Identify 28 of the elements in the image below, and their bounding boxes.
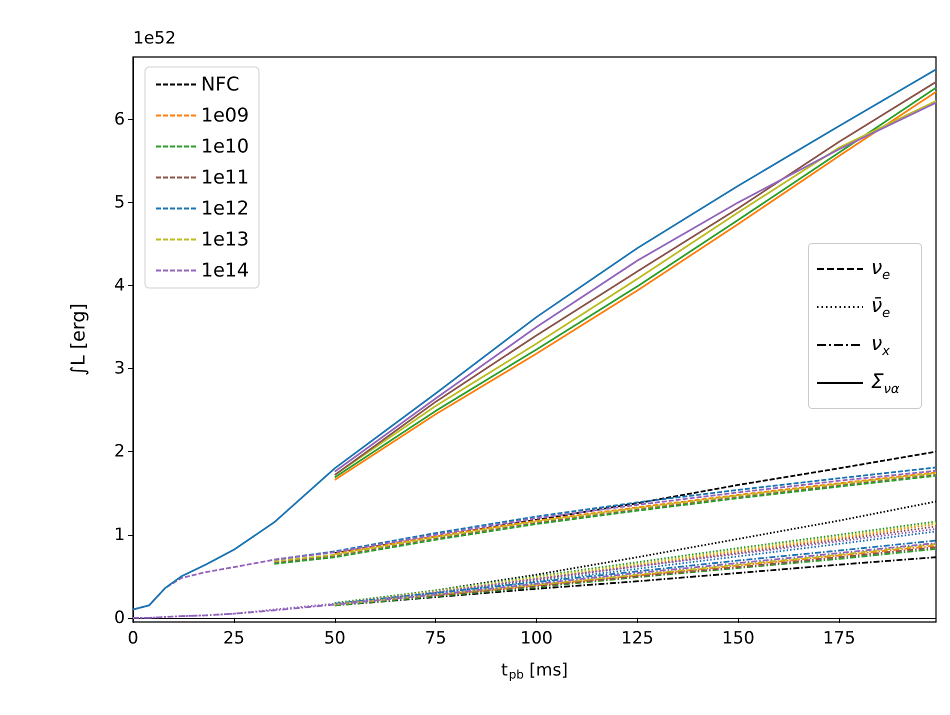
text: 1e52 xyxy=(133,28,176,48)
x-tick-label: 150 xyxy=(722,628,755,648)
legend-label: NFC xyxy=(201,74,240,96)
annotation: ν$_{x}$ xyxy=(871,331,890,359)
legend-label: 1e09 xyxy=(201,104,249,126)
y-tick-label: 1 xyxy=(114,524,125,545)
annotation: Σ$_{να}$ xyxy=(871,369,900,397)
y-axis-title: ∫L [erg] xyxy=(68,303,90,376)
annotation: ν̄$_{e}$ xyxy=(871,293,890,321)
x-tick-label: 125 xyxy=(621,628,654,648)
y-tick-label: 5 xyxy=(114,192,125,212)
legend-label: 1e14 xyxy=(201,260,249,282)
annotation: ν$_{e}$ xyxy=(871,255,890,283)
x-tick-label: 175 xyxy=(822,628,856,648)
y-tick-label: 0 xyxy=(114,608,125,628)
y-tick-label: 4 xyxy=(114,275,125,296)
legend-label: 1e11 xyxy=(201,166,249,188)
legend-label: 1e13 xyxy=(201,228,249,250)
y-tick-label: 6 xyxy=(114,109,125,130)
x-tick-label: 0 xyxy=(128,628,138,648)
x-tick-label: 75 xyxy=(424,628,446,648)
legend-label: 1e10 xyxy=(201,136,249,158)
x-tick-label: 25 xyxy=(223,628,245,648)
y-tick-label: 2 xyxy=(114,442,125,462)
y-tick-label: 3 xyxy=(114,358,125,379)
x-tick-label: 50 xyxy=(324,628,346,648)
legend-label: 1e12 xyxy=(201,198,249,220)
x-tick-label: 100 xyxy=(520,628,553,648)
